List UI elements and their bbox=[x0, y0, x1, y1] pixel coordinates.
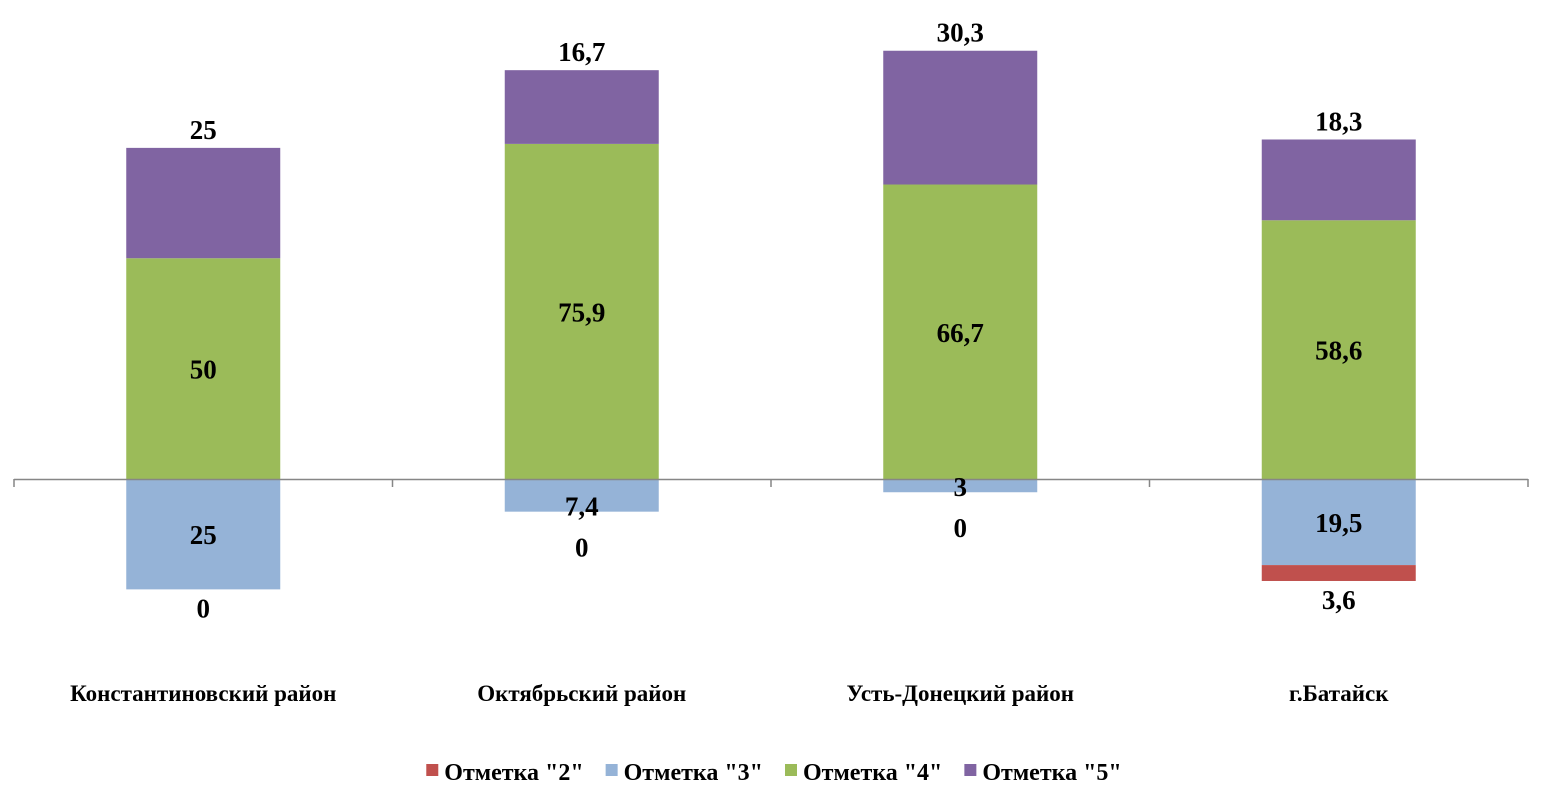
legend-item-3: Отметка "5" bbox=[964, 760, 1122, 786]
data-label-отметка-4-2: 66,7 bbox=[937, 318, 984, 348]
legend-label-3: Отметка "5" bbox=[982, 760, 1121, 786]
data-label-отметка-3-3: 19,5 bbox=[1315, 508, 1362, 538]
data-labels-layer: 50 25 25 0 75,9 16,7 7,4 0 66,7 30,3 3 0 58,6 18,3 19,… bbox=[190, 18, 1363, 624]
legend-swatch-3 bbox=[964, 764, 977, 776]
data-label-отметка-5-2: 30,3 bbox=[937, 18, 984, 48]
data-label-отметка-5-1: 16,7 bbox=[558, 37, 605, 67]
category-label-3: г.Батайск bbox=[1289, 681, 1389, 706]
bar-segment-отметка-3-2 bbox=[883, 479, 1038, 493]
legend-label-2: Отметка "4" bbox=[803, 760, 942, 786]
data-label-отметка-2-0: 0 bbox=[197, 593, 211, 623]
bar-segment-отметка-5-3 bbox=[1261, 139, 1416, 221]
legend-item-1: Отметка "3" bbox=[605, 760, 763, 786]
data-label-отметка-2-3: 3,6 bbox=[1322, 585, 1356, 615]
data-label-отметка-4-1: 75,9 bbox=[558, 297, 605, 327]
data-label-отметка-4-3: 58,6 bbox=[1315, 336, 1362, 366]
legend-swatch-0 bbox=[426, 764, 439, 776]
bar-segment-отметка-5-2 bbox=[883, 50, 1038, 185]
x-axis bbox=[13, 478, 1529, 487]
legend-item-0: Отметка "2" bbox=[426, 760, 584, 786]
bar-segment-отметка-3-1 bbox=[504, 479, 659, 512]
data-label-отметка-3-0: 25 bbox=[190, 520, 217, 550]
legend-swatch-2 bbox=[785, 764, 797, 776]
legend-label-1: Отметка "3" bbox=[624, 760, 763, 786]
data-label-отметка-3-1: 7,4 bbox=[565, 492, 599, 522]
bar-segment-отметка-4-2 bbox=[883, 184, 1038, 479]
data-label-отметка-2-2: 0 bbox=[954, 513, 968, 543]
legend-label-0: Отметка "2" bbox=[444, 760, 583, 786]
bar-segment-отметка-3-0 bbox=[126, 479, 281, 590]
category-label-0: Константиновский район bbox=[70, 681, 336, 706]
bar-segment-отметка-2-3 bbox=[1261, 565, 1416, 581]
legend-swatch-1 bbox=[605, 764, 618, 776]
bar-segment-отметка-4-0 bbox=[126, 258, 281, 479]
bar-segment-отметка-5-0 bbox=[126, 147, 281, 259]
category-label-1: Октябрьский район bbox=[477, 681, 686, 706]
data-label-отметка-2-1: 0 bbox=[575, 533, 589, 563]
bar-segment-отметка-4-3 bbox=[1261, 220, 1416, 479]
bar-segment-отметка-5-1 bbox=[504, 70, 659, 144]
bars-layer bbox=[126, 50, 1416, 590]
bar-segment-отметка-4-1 bbox=[504, 143, 659, 480]
legend-item-2: Отметка "4" bbox=[785, 760, 942, 786]
data-label-отметка-4-0: 50 bbox=[190, 355, 217, 385]
data-label-отметка-3-2: 3 bbox=[954, 472, 968, 502]
bar-segment-отметка-3-3 bbox=[1261, 479, 1416, 566]
legend: Отметка "2" Отметка "3" Отметка "4" Отметка… bbox=[426, 760, 1122, 786]
category-labels-layer: Константиновский район Октябрьский район У… bbox=[70, 681, 1389, 706]
data-label-отметка-5-0: 25 bbox=[190, 115, 217, 145]
data-label-отметка-5-3: 18,3 bbox=[1315, 106, 1362, 136]
category-label-2: Усть-Донецкий район bbox=[846, 681, 1074, 706]
